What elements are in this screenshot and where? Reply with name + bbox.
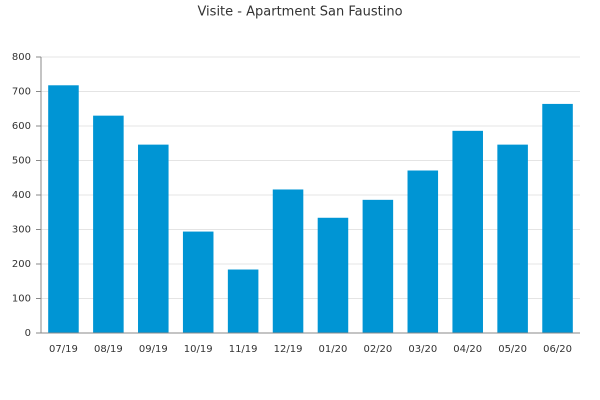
x-tick-label: 09/19 <box>139 344 168 355</box>
y-tick-label: 400 <box>12 190 31 201</box>
y-tick-label: 100 <box>12 294 31 305</box>
x-tick-label: 04/20 <box>453 344 482 355</box>
bar <box>452 130 483 333</box>
bar <box>138 144 169 333</box>
bar <box>362 199 394 333</box>
chart-title: Visite - Apartment San Faustino <box>197 5 402 20</box>
x-tick-label: 07/19 <box>49 344 78 355</box>
y-tick-label: 800 <box>12 52 31 63</box>
bar <box>317 217 349 333</box>
x-tick-label: 06/20 <box>543 344 572 355</box>
bar <box>182 231 214 333</box>
y-tick-label: 200 <box>12 259 31 270</box>
x-tick-label: 03/20 <box>408 344 437 355</box>
bar <box>542 103 573 333</box>
bar <box>93 115 124 334</box>
x-tick-label: 01/20 <box>319 344 348 355</box>
bar <box>227 269 259 333</box>
y-tick-label: 600 <box>12 121 31 132</box>
y-tick-label: 700 <box>12 87 31 98</box>
x-tick-label: 08/19 <box>94 344 123 355</box>
x-tick-label: 05/20 <box>498 344 527 355</box>
bar <box>48 85 79 333</box>
bar <box>497 144 528 333</box>
bar <box>407 170 439 333</box>
x-tick-label: 02/20 <box>363 344 392 355</box>
y-tick-label: 500 <box>12 156 31 167</box>
x-tick-label: 12/19 <box>274 344 303 355</box>
x-tick-label: 11/19 <box>229 344 258 355</box>
y-tick-label: 0 <box>25 328 31 339</box>
y-tick-label: 300 <box>12 225 31 236</box>
bar <box>272 189 304 333</box>
x-tick-label: 10/19 <box>184 344 213 355</box>
